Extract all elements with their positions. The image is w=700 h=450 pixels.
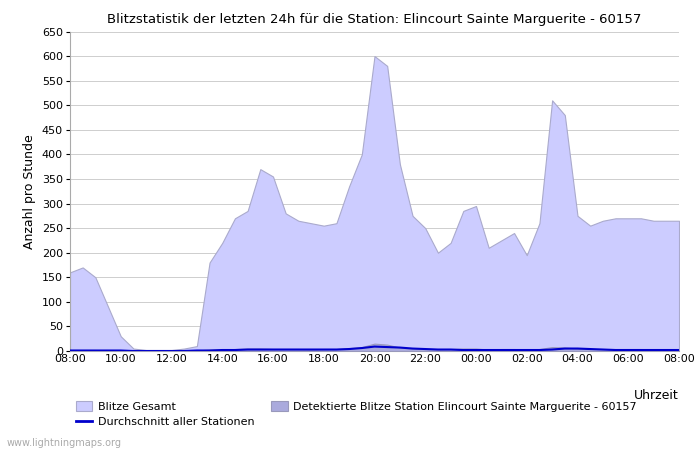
Title: Blitzstatistik der letzten 24h für die Station: Elincourt Sainte Marguerite - 60: Blitzstatistik der letzten 24h für die S…	[107, 13, 642, 26]
Y-axis label: Anzahl pro Stunde: Anzahl pro Stunde	[23, 134, 36, 248]
Text: www.lightningmaps.org: www.lightningmaps.org	[7, 438, 122, 448]
Text: Uhrzeit: Uhrzeit	[634, 389, 679, 402]
Legend: Blitze Gesamt, Durchschnitt aller Stationen, Detektierte Blitze Station Elincour: Blitze Gesamt, Durchschnitt aller Statio…	[76, 401, 637, 428]
